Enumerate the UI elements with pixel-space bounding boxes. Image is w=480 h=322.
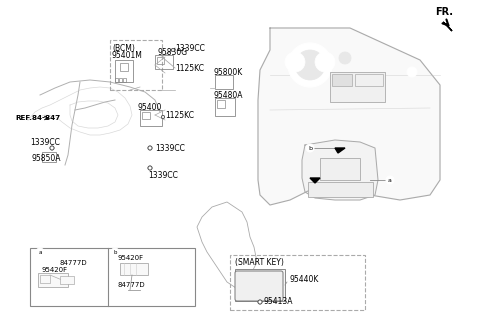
Polygon shape [302, 140, 378, 200]
Text: FR.: FR. [435, 7, 453, 17]
Polygon shape [335, 148, 345, 153]
Circle shape [258, 300, 262, 304]
Circle shape [161, 116, 165, 118]
Circle shape [339, 52, 351, 64]
Circle shape [315, 52, 335, 72]
Text: 1339CC: 1339CC [175, 43, 205, 52]
Text: 84777D: 84777D [118, 282, 145, 288]
Bar [157, 57, 164, 64]
Bar [40, 275, 50, 283]
Text: 1339CC: 1339CC [30, 137, 60, 147]
Circle shape [148, 146, 152, 150]
Text: 1339CC: 1339CC [155, 144, 185, 153]
Bar [155, 55, 173, 69]
Text: 1339CC: 1339CC [148, 171, 178, 179]
Circle shape [288, 43, 332, 87]
Circle shape [258, 300, 262, 304]
Text: 95420F: 95420F [118, 255, 144, 261]
Text: 95830G: 95830G [158, 48, 188, 56]
Bar [38, 273, 68, 287]
Text: 95800K: 95800K [213, 68, 242, 77]
Bar [120, 263, 148, 275]
Polygon shape [310, 178, 320, 183]
Bar [42, 152, 56, 162]
Text: b: b [308, 146, 312, 150]
Circle shape [407, 67, 417, 77]
Text: 95413A: 95413A [263, 298, 292, 307]
Bar [332, 74, 352, 86]
Bar [330, 72, 385, 102]
Bar [308, 182, 373, 197]
Bar [355, 74, 383, 86]
Circle shape [148, 166, 152, 170]
Bar [240, 282, 252, 289]
Text: b: b [113, 250, 117, 254]
Circle shape [161, 116, 165, 118]
Bar [119, 78, 122, 82]
Text: 95400: 95400 [138, 102, 162, 111]
Text: REF.84-847: REF.84-847 [15, 115, 60, 121]
Bar [115, 60, 133, 82]
Bar [215, 98, 235, 116]
Text: 95420F: 95420F [42, 267, 68, 273]
Bar [254, 282, 266, 289]
Text: 84777D: 84777D [60, 260, 88, 266]
Bar [217, 100, 225, 108]
Polygon shape [258, 28, 440, 205]
Text: (BCM): (BCM) [112, 43, 135, 52]
Circle shape [50, 146, 54, 150]
Polygon shape [443, 22, 452, 31]
Text: a: a [388, 177, 392, 183]
Circle shape [148, 166, 152, 170]
Text: 95440K: 95440K [290, 274, 319, 283]
Circle shape [148, 146, 152, 150]
Bar [254, 273, 266, 280]
Text: 95401M: 95401M [112, 51, 143, 60]
Bar [120, 63, 128, 71]
Bar [320, 158, 360, 180]
Circle shape [285, 52, 305, 72]
Bar [235, 269, 285, 301]
Text: 95480A: 95480A [213, 90, 242, 99]
Bar [30, 248, 195, 306]
Bar [140, 110, 162, 126]
Bar [215, 75, 233, 89]
Bar [115, 78, 118, 82]
Bar [110, 40, 162, 90]
Bar [230, 255, 365, 310]
Bar [240, 273, 252, 280]
Bar [142, 112, 150, 119]
Circle shape [306, 144, 314, 152]
Text: a: a [38, 250, 42, 254]
Circle shape [386, 176, 394, 184]
Circle shape [111, 248, 119, 256]
Text: 95850A: 95850A [32, 154, 61, 163]
Text: 1125KC: 1125KC [165, 110, 194, 119]
Text: (SMART KEY): (SMART KEY) [235, 259, 284, 268]
FancyBboxPatch shape [235, 271, 283, 301]
Text: 1125KC: 1125KC [175, 63, 204, 72]
Circle shape [171, 49, 175, 52]
Circle shape [36, 248, 44, 256]
Bar [123, 78, 126, 82]
Circle shape [50, 146, 54, 150]
Bar [60, 276, 74, 284]
Circle shape [295, 50, 325, 80]
Circle shape [171, 49, 175, 52]
